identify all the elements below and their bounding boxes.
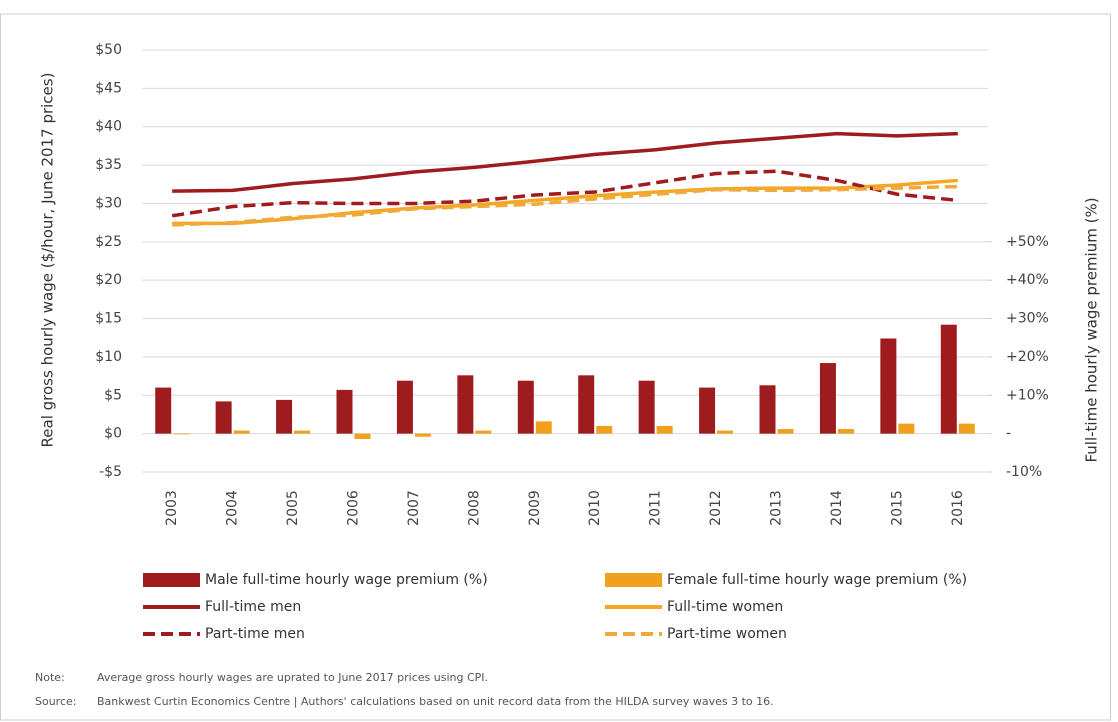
y2-tick-label: +10% (1006, 387, 1049, 403)
bar (638, 380, 655, 434)
x-tick-label: 2007 (406, 490, 422, 526)
y2-tick-label: +20% (1006, 349, 1049, 365)
bar (656, 425, 673, 434)
x-tick-label: 2009 (527, 490, 543, 526)
bar (819, 363, 836, 434)
x-tick-label: 2011 (648, 490, 664, 526)
y-tick-label: $30 (95, 195, 122, 211)
footnote-label: Note: (35, 671, 65, 684)
y-tick-label: $45 (95, 80, 122, 96)
bar (294, 430, 311, 434)
footnote-label: Source: (35, 695, 77, 708)
y-tick-label: $10 (95, 349, 122, 365)
bar (354, 433, 371, 440)
bar (596, 425, 613, 434)
bar (578, 375, 595, 434)
legend-label: Part-time women (667, 626, 787, 642)
x-tick-label: 2012 (708, 490, 724, 526)
y2-axis-label: Full-time hourly wage premium (%) (1083, 197, 1101, 462)
bar (759, 385, 776, 434)
y2-tick-label: - (1006, 426, 1011, 442)
bar (396, 380, 413, 434)
footnote-text: Bankwest Curtin Economics Centre | Autho… (97, 695, 774, 708)
y2-tick-label: +40% (1006, 272, 1049, 288)
y-tick-label: $25 (95, 234, 122, 250)
bar (940, 324, 957, 434)
bar (699, 387, 716, 434)
bar (535, 421, 552, 434)
x-tick-label: 2013 (769, 490, 785, 526)
line (172, 184, 958, 227)
bar (958, 423, 975, 434)
legend-swatch (605, 573, 662, 587)
bar (475, 430, 492, 434)
bar (837, 429, 854, 434)
legend-label: Full-time men (205, 599, 301, 615)
bar (717, 430, 734, 434)
y2-tick-label: +30% (1006, 311, 1049, 327)
line (171, 169, 958, 218)
y-tick-label: $35 (95, 157, 122, 173)
legend-label: Full-time women (667, 599, 783, 615)
y2-tick-label: -10% (1006, 464, 1042, 480)
legend-label: Part-time men (205, 626, 305, 642)
y-tick-label: -$5 (99, 464, 122, 480)
x-tick-label: 2004 (225, 490, 241, 526)
x-tick-label: 2016 (950, 490, 966, 526)
bar (336, 389, 353, 434)
bar (155, 387, 172, 434)
bar (414, 433, 431, 437)
bar (233, 430, 250, 434)
bar (173, 433, 190, 435)
bar (457, 375, 474, 434)
x-tick-label: 2008 (466, 490, 482, 526)
x-tick-label: 2010 (587, 490, 603, 526)
x-tick-label: 2005 (285, 490, 301, 526)
y-axis-label: Real gross hourly wage ($/hour, June 201… (39, 73, 57, 448)
frame (0, 13, 1111, 721)
legend-label: Female full-time hourly wage premium (%) (667, 572, 967, 588)
footnote-text: Average gross hourly wages are uprated t… (97, 671, 488, 684)
y2-tick-label: +50% (1006, 234, 1049, 250)
bar (215, 401, 232, 434)
bar (517, 380, 534, 434)
x-tick-label: 2006 (346, 490, 362, 526)
legend-label: Male full-time hourly wage premium (%) (205, 572, 488, 588)
y-tick-label: $5 (104, 387, 122, 403)
x-tick-label: 2014 (829, 490, 845, 526)
line (172, 131, 958, 193)
y-tick-label: $40 (95, 119, 122, 135)
y-tick-label: $20 (95, 272, 122, 288)
bar (898, 423, 915, 434)
x-tick-label: 2015 (889, 490, 905, 526)
y-tick-label: $0 (104, 426, 122, 442)
bar (276, 399, 293, 434)
legend-swatch (143, 573, 200, 587)
y-tick-label: $15 (95, 311, 122, 327)
bar (880, 338, 897, 434)
y-tick-label: $50 (95, 42, 122, 58)
bar (777, 429, 794, 434)
x-tick-label: 2003 (164, 490, 180, 526)
